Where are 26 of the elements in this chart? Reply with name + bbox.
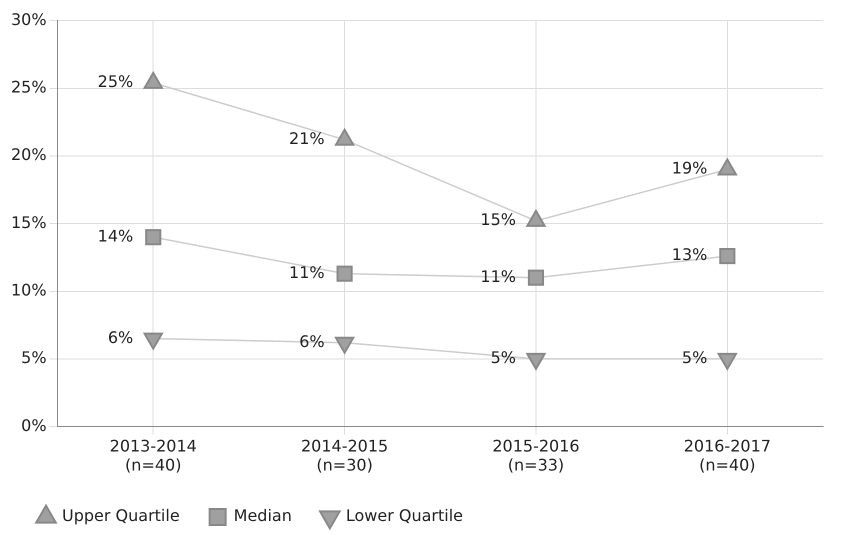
data-label: 5%	[682, 348, 708, 368]
x-tick-label: 2016-2017 (n=40)	[684, 436, 771, 475]
data-label: 19%	[672, 158, 708, 178]
y-tick-label: 20%	[11, 145, 47, 164]
data-label: 5%	[490, 348, 516, 368]
legend-label: Lower Quartile	[346, 506, 463, 526]
y-tick-label: 5%	[21, 348, 47, 368]
data-label: 6%	[299, 332, 325, 351]
y-tick-label: 0%	[21, 416, 47, 435]
y-tick-label: 10%	[11, 280, 47, 300]
y-tick-label: 25%	[11, 77, 47, 96]
data-label: 6%	[108, 328, 134, 347]
data-label: 13%	[672, 245, 708, 264]
legend-label: Upper Quartile	[62, 506, 180, 526]
y-tick-label: 30%	[11, 10, 47, 29]
data-label: 14%	[98, 226, 134, 246]
x-tick-label: 2015-2016 (n=33)	[492, 436, 580, 475]
data-label: 11%	[289, 262, 325, 282]
x-tick-label: 2013-2014 (n=40)	[110, 436, 197, 475]
y-tick-label: 15%	[11, 212, 47, 232]
data-label: 15%	[480, 210, 516, 230]
data-label: 21%	[289, 128, 325, 148]
legend-label: Median	[234, 506, 292, 526]
x-tick-label: 2014-2015 (n=30)	[300, 436, 388, 475]
data-label: 11%	[480, 266, 516, 286]
data-label: 25%	[98, 72, 134, 92]
